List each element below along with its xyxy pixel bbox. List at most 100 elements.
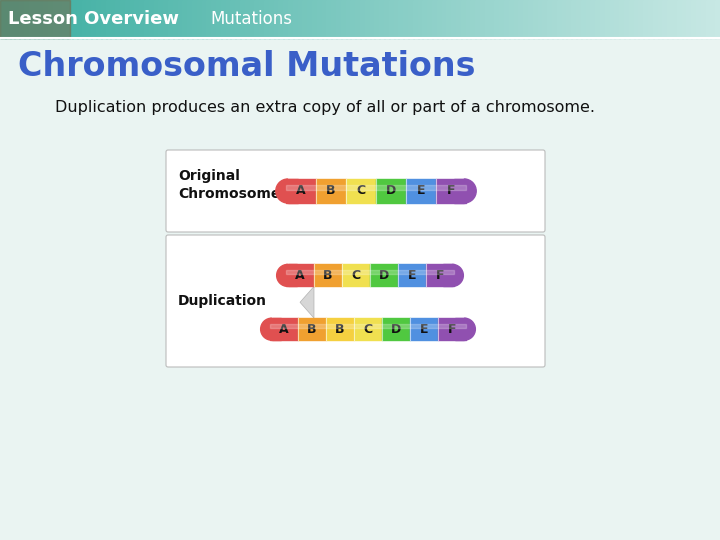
Bar [316, 179, 346, 203]
Bar [314, 265, 342, 286]
Bar [72, 0, 78, 38]
Bar [331, 0, 337, 38]
Bar [187, 0, 193, 38]
Bar [293, 0, 299, 38]
Bar [192, 0, 198, 38]
Bar [101, 0, 107, 38]
Bar [346, 0, 351, 38]
Bar [706, 0, 711, 38]
Bar [513, 0, 519, 38]
Bar [48, 0, 54, 38]
Bar [691, 0, 697, 38]
Bar [590, 0, 596, 38]
Bar [624, 0, 630, 38]
Bar [455, 318, 464, 340]
Bar [271, 318, 281, 340]
Bar [5, 0, 11, 38]
Bar [441, 0, 447, 38]
Text: Duplication: Duplication [178, 294, 267, 308]
Bar [355, 0, 361, 38]
Bar [144, 0, 150, 38]
Bar [286, 179, 316, 203]
Wedge shape [276, 265, 288, 286]
Bar [629, 0, 634, 38]
Bar [43, 0, 49, 38]
Bar [297, 0, 303, 38]
Bar [538, 0, 544, 38]
Bar [120, 0, 126, 38]
Bar [274, 0, 279, 38]
FancyBboxPatch shape [166, 150, 545, 232]
Text: Lesson Overview: Lesson Overview [8, 10, 179, 28]
Text: D: D [391, 323, 401, 336]
Bar [499, 0, 505, 38]
Text: E: E [420, 323, 428, 336]
Bar [279, 0, 284, 38]
Bar [384, 0, 390, 38]
Bar [436, 179, 466, 203]
Bar [312, 0, 318, 38]
Bar [153, 0, 159, 38]
Bar [443, 265, 452, 286]
Bar [466, 0, 472, 38]
Bar [96, 0, 102, 38]
Bar [509, 0, 515, 38]
Bar [221, 0, 227, 38]
Bar [461, 0, 467, 38]
Bar [240, 0, 246, 38]
Text: D: D [386, 185, 396, 198]
Bar [562, 0, 567, 38]
Bar [552, 0, 558, 38]
Bar [14, 0, 20, 38]
Bar [158, 0, 164, 38]
Bar [235, 0, 241, 38]
Bar [518, 0, 524, 38]
Wedge shape [464, 318, 475, 340]
Text: Original
Chromosome: Original Chromosome [178, 170, 280, 201]
Bar [115, 0, 121, 38]
Wedge shape [464, 179, 476, 203]
Bar [178, 0, 184, 38]
Bar [376, 179, 406, 203]
Bar [230, 0, 236, 38]
Bar [302, 0, 308, 38]
Bar [432, 0, 438, 38]
Bar [197, 0, 202, 38]
Bar [495, 0, 500, 38]
Bar [245, 0, 251, 38]
Bar [29, 0, 35, 38]
Bar [711, 0, 716, 38]
Bar [307, 0, 313, 38]
Bar [567, 0, 572, 38]
Bar [336, 0, 342, 38]
Bar [286, 270, 454, 274]
Bar [286, 265, 314, 286]
Bar [110, 0, 116, 38]
Bar [427, 0, 433, 38]
Bar [173, 0, 179, 38]
Bar [605, 0, 611, 38]
Bar [600, 0, 606, 38]
Bar [326, 0, 332, 38]
Bar [595, 0, 601, 38]
Bar [418, 0, 423, 38]
Wedge shape [452, 265, 464, 286]
Text: C: C [356, 185, 366, 198]
Bar [682, 0, 688, 38]
Bar [379, 0, 385, 38]
Bar [528, 0, 534, 38]
Text: B: B [336, 323, 345, 336]
Bar [557, 0, 562, 38]
Bar [374, 0, 380, 38]
Bar [125, 0, 130, 38]
Bar [130, 0, 135, 38]
Bar [86, 0, 92, 38]
Bar [283, 0, 289, 38]
Bar [250, 0, 256, 38]
Bar [696, 0, 702, 38]
Bar [346, 179, 376, 203]
Text: A: A [295, 269, 305, 282]
Text: C: C [351, 269, 361, 282]
Bar [485, 0, 490, 38]
Bar [437, 0, 443, 38]
